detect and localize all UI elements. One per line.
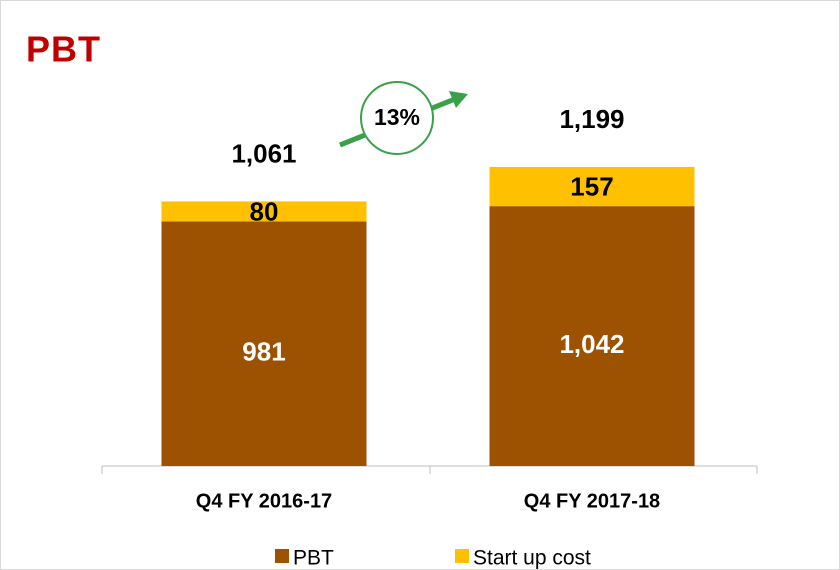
bar-segment: [161, 201, 367, 222]
legend-label: PBT: [293, 547, 334, 570]
legend-swatch: [455, 549, 469, 563]
bar-segment: [489, 167, 695, 207]
arrow-head: [449, 91, 468, 108]
value-label: 80: [250, 196, 279, 226]
bar-segment: [489, 206, 695, 466]
bar-segment: [161, 221, 367, 466]
value-label: 981: [242, 337, 285, 367]
value-label: 157: [570, 171, 613, 201]
x-tick-label: Q4 FY 2016-17: [196, 490, 332, 512]
chart-title: PBT: [26, 29, 101, 70]
total-label: 1,061: [231, 138, 296, 168]
growth-circle: [360, 81, 434, 155]
total-label: 1,199: [559, 104, 624, 134]
legend-label: Start up cost: [473, 547, 591, 570]
growth-label: 13%: [374, 104, 420, 130]
legend-swatch: [275, 549, 289, 563]
value-label: 1,042: [559, 329, 624, 359]
x-tick-label: Q4 FY 2017-18: [524, 490, 660, 512]
